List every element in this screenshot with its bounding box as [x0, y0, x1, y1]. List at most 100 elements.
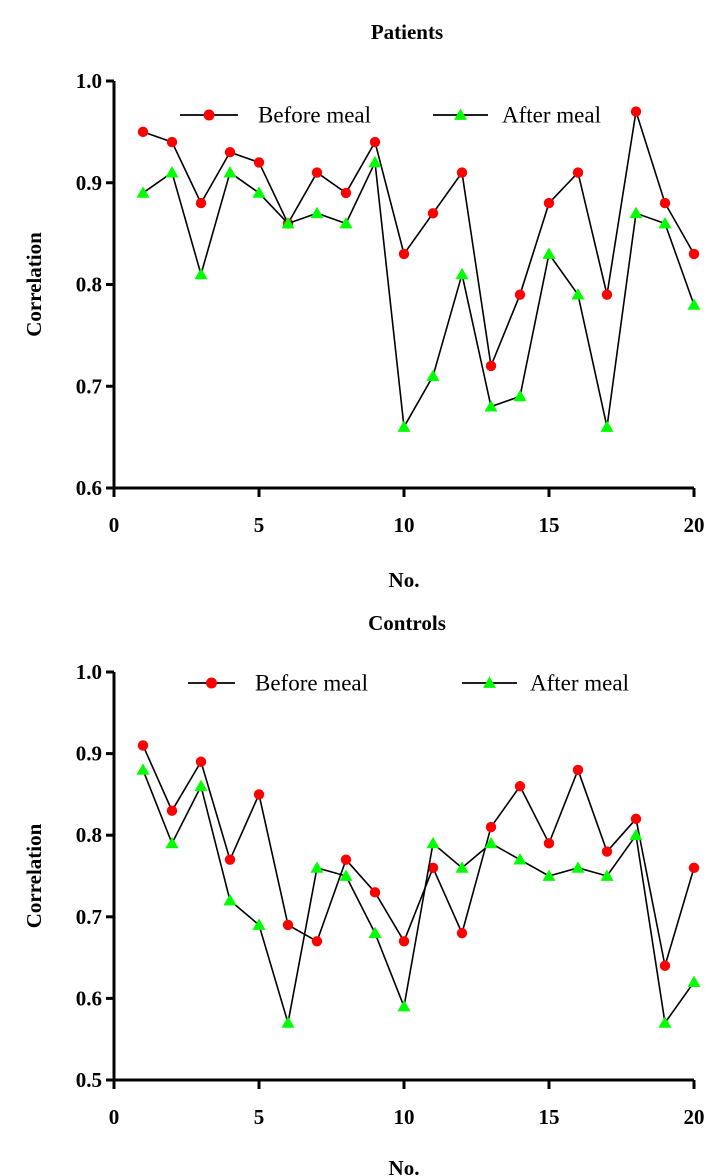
x-tick-label: 15 [539, 1105, 560, 1129]
data-point-circle [485, 360, 497, 372]
data-point-circle [456, 927, 468, 939]
data-point-triangle [339, 869, 353, 881]
data-point-triangle [339, 216, 353, 229]
x-axis-label: No. [389, 1156, 420, 1176]
data-point-triangle [571, 288, 585, 300]
chart-title: Patients [371, 20, 443, 44]
data-point-triangle [368, 155, 382, 168]
data-point-triangle [281, 1016, 295, 1028]
data-point-circle [659, 197, 671, 209]
legend-marker-triangle [483, 676, 496, 688]
data-point-circle [195, 197, 207, 209]
data-point-circle [543, 197, 555, 209]
data-point-circle [601, 289, 613, 300]
x-tick-label: 15 [539, 513, 560, 537]
legend-label: After meal [502, 103, 601, 128]
y-tick-label: 0.6 [76, 476, 102, 500]
data-point-triangle [658, 1016, 672, 1028]
data-point-circle [630, 813, 642, 825]
legend-marker-triangle [454, 108, 467, 120]
legend-entry: After meal [462, 671, 629, 696]
data-point-circle [514, 289, 526, 300]
x-tick-label: 10 [394, 513, 415, 537]
y-tick-label: 1.0 [76, 660, 102, 684]
data-point-circle [253, 157, 265, 168]
data-point-circle [311, 167, 323, 178]
y-tick-label: 0.9 [76, 171, 102, 195]
data-point-circle [340, 854, 352, 865]
data-point-circle [311, 936, 323, 947]
data-point-triangle [281, 216, 295, 229]
data-point-circle [369, 136, 381, 148]
data-point-circle [601, 846, 613, 857]
y-axis-label: Correlation [22, 823, 46, 928]
chart-title: Controls [368, 611, 446, 635]
data-point-circle [398, 936, 410, 947]
data-point-triangle [136, 186, 150, 198]
data-point-triangle [310, 206, 324, 219]
legend-entry: Before meal [180, 103, 371, 128]
y-tick-label: 0.5 [76, 1068, 102, 1092]
y-tick-label: 0.9 [76, 742, 102, 766]
y-tick-label: 0.7 [76, 905, 102, 929]
data-point-circle [195, 756, 207, 767]
data-point-circle [166, 136, 178, 148]
data-point-triangle [194, 267, 208, 280]
data-point-circle [456, 167, 468, 178]
data-point-circle [224, 854, 236, 865]
x-tick-label: 0 [109, 1105, 120, 1129]
data-point-circle [485, 821, 497, 833]
data-point-triangle [368, 926, 382, 938]
y-tick-label: 0.7 [76, 374, 102, 398]
x-tick-label: 20 [684, 1105, 705, 1129]
y-tick-label: 0.6 [76, 986, 102, 1010]
data-point-triangle [252, 918, 266, 930]
data-point-triangle [484, 836, 498, 849]
data-point-triangle [600, 869, 614, 881]
data-point-circle [514, 781, 526, 792]
data-point-triangle [687, 975, 701, 987]
data-point-circle [166, 805, 178, 816]
data-point-triangle [629, 828, 643, 841]
data-point-triangle [600, 420, 614, 432]
data-point-triangle [513, 853, 527, 865]
data-point-circle [253, 789, 265, 800]
y-tick-label: 0.8 [76, 823, 102, 847]
data-point-triangle [397, 420, 411, 432]
x-axis-label: No. [389, 568, 420, 592]
data-point-triangle [426, 836, 440, 849]
data-point-triangle [542, 247, 556, 259]
data-point-triangle [165, 836, 179, 849]
data-point-circle [688, 862, 700, 874]
data-point-circle [659, 960, 671, 971]
legend-label: Before meal [258, 103, 371, 128]
y-axis-label: Correlation [22, 232, 46, 337]
series-after-meal [136, 763, 701, 1028]
data-point-triangle [687, 298, 701, 310]
data-point-triangle [136, 763, 150, 775]
data-point-circle [137, 740, 149, 751]
data-point-triangle [223, 166, 237, 178]
data-point-triangle [484, 400, 498, 412]
data-point-circle [427, 208, 439, 219]
data-point-circle [282, 919, 294, 931]
data-point-circle [398, 248, 410, 260]
series-before-meal [137, 106, 700, 372]
data-point-triangle [542, 869, 556, 881]
x-tick-label: 10 [394, 1105, 415, 1129]
data-point-triangle [194, 779, 208, 792]
data-point-triangle [455, 861, 469, 873]
data-point-triangle [455, 267, 469, 280]
data-point-circle [572, 167, 584, 178]
chart-panel-1: Patients 0.6 0.7 0.8 0.9 1.0 0 5 10 15 20 No. Correl… [22, 20, 705, 592]
data-point-triangle [658, 216, 672, 229]
y-tick-label: 0.8 [76, 273, 102, 297]
data-point-triangle [513, 389, 527, 402]
data-point-circle [572, 764, 584, 776]
series-before-meal [137, 740, 700, 971]
data-point-triangle [571, 861, 585, 873]
data-point-circle [224, 147, 236, 158]
legend-entry: After meal [433, 103, 601, 128]
data-point-circle [427, 862, 439, 874]
